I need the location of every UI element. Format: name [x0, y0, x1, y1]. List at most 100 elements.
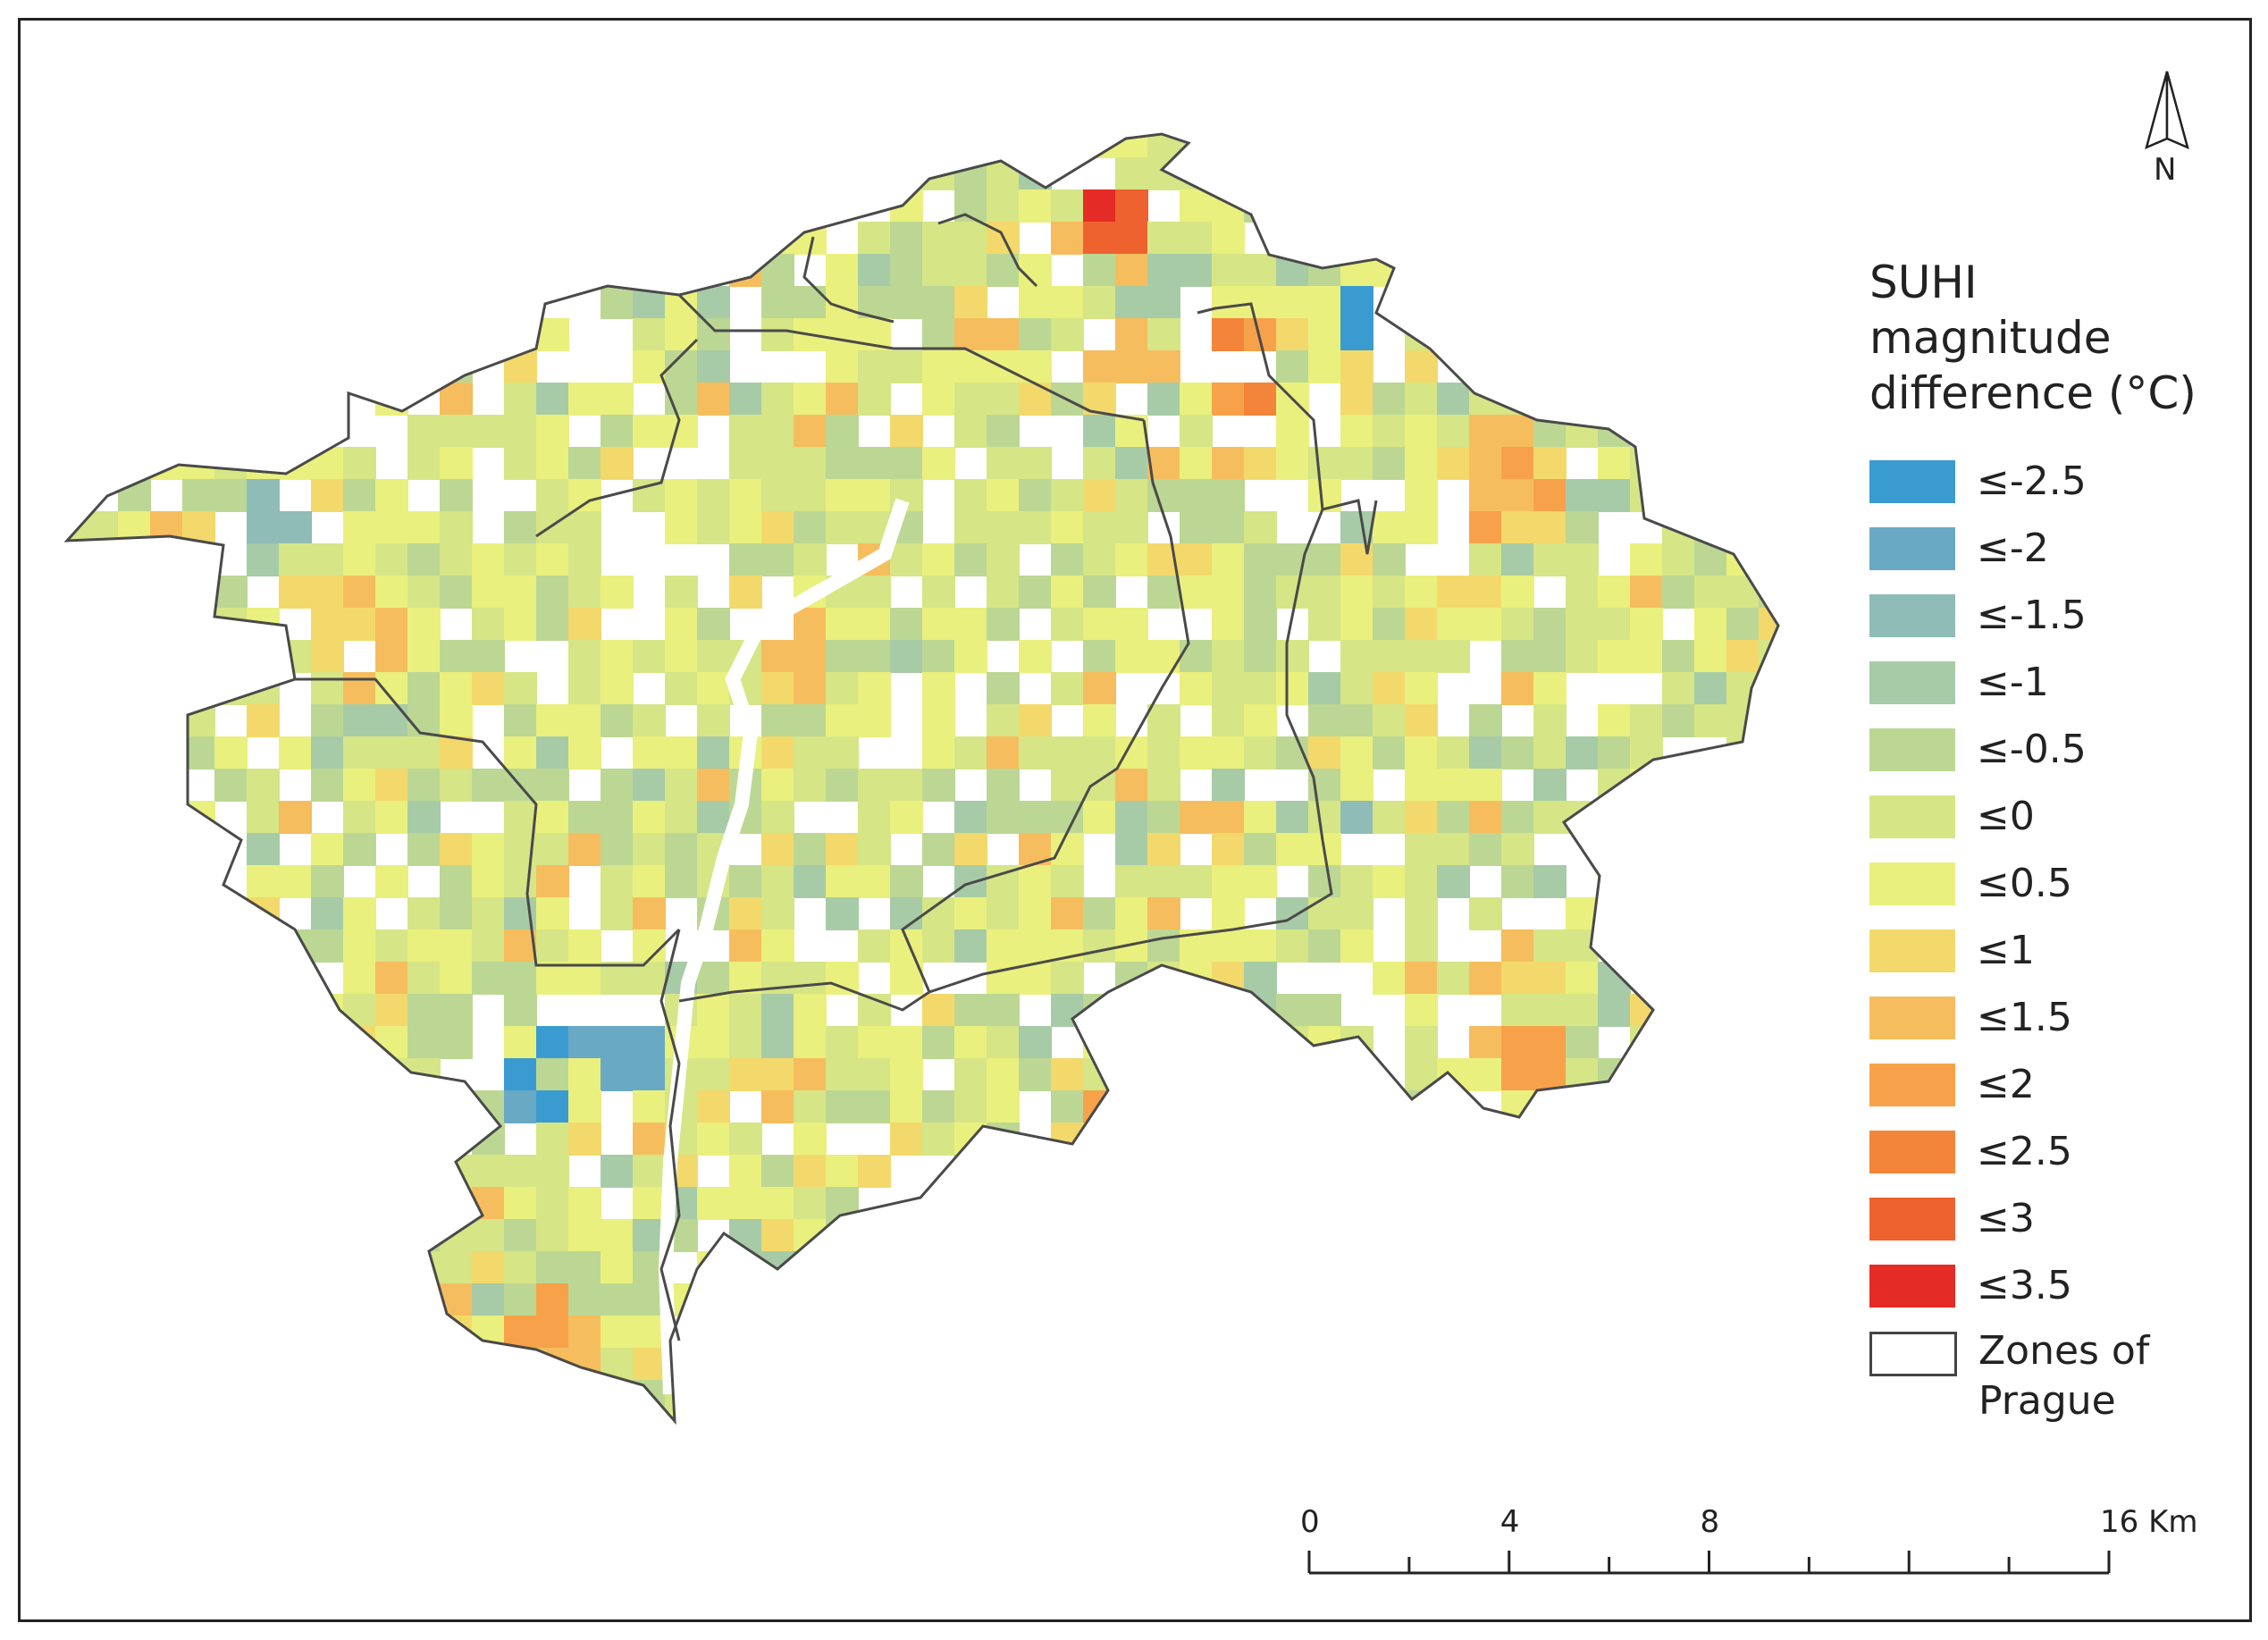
raster-cell [601, 1219, 634, 1252]
raster-cell [1726, 576, 1760, 609]
raster-cell [150, 1348, 183, 1381]
raster-cell [375, 608, 408, 641]
raster-cell [1469, 833, 1502, 866]
raster-cell [697, 350, 730, 383]
legend-label: ≤-1.5 [1977, 593, 2087, 638]
raster-cell [1437, 640, 1470, 673]
zone-boundary-line [678, 981, 930, 1012]
raster-cell [954, 1412, 987, 1421]
raster-cell [1501, 157, 1534, 190]
raster-cell [1373, 511, 1406, 544]
raster-cell [1566, 479, 1599, 512]
raster-cell [1019, 286, 1052, 319]
raster-cell [150, 189, 183, 223]
raster-cell [922, 350, 955, 383]
raster-cell [665, 640, 698, 673]
raster-cell [954, 994, 987, 1027]
raster-cell [504, 415, 537, 448]
raster-cell [150, 929, 183, 963]
raster-cell [375, 1155, 408, 1188]
raster-cell [1662, 576, 1695, 609]
raster-cell [118, 1155, 151, 1188]
north-label: N [2154, 152, 2177, 188]
raster-cell [601, 865, 634, 898]
raster-cell [1180, 157, 1213, 190]
raster-cell [1694, 1155, 1727, 1188]
raster-cell [794, 1251, 827, 1284]
raster-cell [1598, 1412, 1631, 1421]
raster-cell [279, 640, 312, 673]
raster-cell [1566, 994, 1599, 1027]
raster-cell [633, 134, 666, 158]
raster-cell [858, 1090, 891, 1123]
raster-cell [472, 865, 505, 898]
raster-cell [1244, 1283, 1277, 1316]
raster-cell [794, 640, 827, 673]
raster-cell [1019, 576, 1052, 609]
raster-cell [1662, 189, 1695, 223]
raster-cell [922, 1380, 955, 1413]
raster-cell [1694, 1348, 1727, 1381]
raster-cell [1694, 222, 1727, 255]
raster-cell [118, 543, 151, 576]
raster-cell [1694, 286, 1727, 319]
raster-cell [890, 350, 923, 383]
raster-cell [1340, 1058, 1373, 1091]
raster-cell [794, 704, 827, 737]
raster-cell [1630, 1187, 1663, 1220]
raster-cell [1437, 1219, 1470, 1252]
raster-cell [311, 865, 344, 898]
raster-cell [1437, 1283, 1470, 1316]
raster-cell [1662, 447, 1695, 480]
raster-cell [1051, 222, 1084, 255]
raster-cell [954, 929, 987, 963]
raster-cell [343, 1187, 376, 1220]
raster-cell [1405, 608, 1438, 641]
raster-cell [536, 1412, 569, 1421]
raster-cell [1147, 1380, 1180, 1413]
raster-cell [1373, 962, 1406, 995]
raster-cell [633, 318, 666, 351]
raster-cell [67, 189, 87, 223]
raster-cell [1630, 1058, 1663, 1091]
raster-cell [1726, 479, 1760, 512]
raster-cell [1051, 1380, 1084, 1413]
raster-cell [118, 1251, 151, 1284]
raster-cell [1501, 511, 1534, 544]
raster-cell [729, 222, 762, 255]
raster-cell [1630, 1123, 1663, 1156]
raster-cell [1308, 608, 1341, 641]
raster-cell [1115, 1251, 1148, 1284]
raster-cell [1276, 897, 1309, 930]
raster-cell [1276, 286, 1309, 319]
raster-cell [504, 865, 537, 898]
raster-cell [794, 1412, 827, 1421]
raster-cell [987, 447, 1020, 480]
raster-cell [601, 640, 634, 673]
raster-cell [67, 286, 87, 319]
raster-cell [1147, 929, 1180, 963]
raster-cell [536, 929, 569, 963]
raster-cell [1115, 994, 1148, 1027]
raster-cell [1340, 1219, 1373, 1252]
raster-cell [1501, 1412, 1534, 1421]
raster-cell [150, 608, 183, 641]
raster-cell [890, 222, 923, 255]
raster-cell [1630, 833, 1663, 866]
raster-cell [890, 1026, 923, 1059]
raster-cell [375, 865, 408, 898]
raster-cell [1726, 1251, 1760, 1284]
raster-cell [1533, 318, 1567, 351]
raster-cell [1726, 1380, 1760, 1413]
raster-cell [1405, 350, 1438, 383]
raster-cell [182, 189, 215, 223]
raster-cell [1469, 1219, 1502, 1252]
raster-cell [1115, 511, 1148, 544]
raster-cell [665, 222, 698, 255]
raster-cell [1308, 1219, 1341, 1252]
raster-cell [954, 543, 987, 576]
raster-cell [214, 929, 248, 963]
raster-cell [1180, 1219, 1213, 1252]
raster-cell [1147, 318, 1180, 351]
